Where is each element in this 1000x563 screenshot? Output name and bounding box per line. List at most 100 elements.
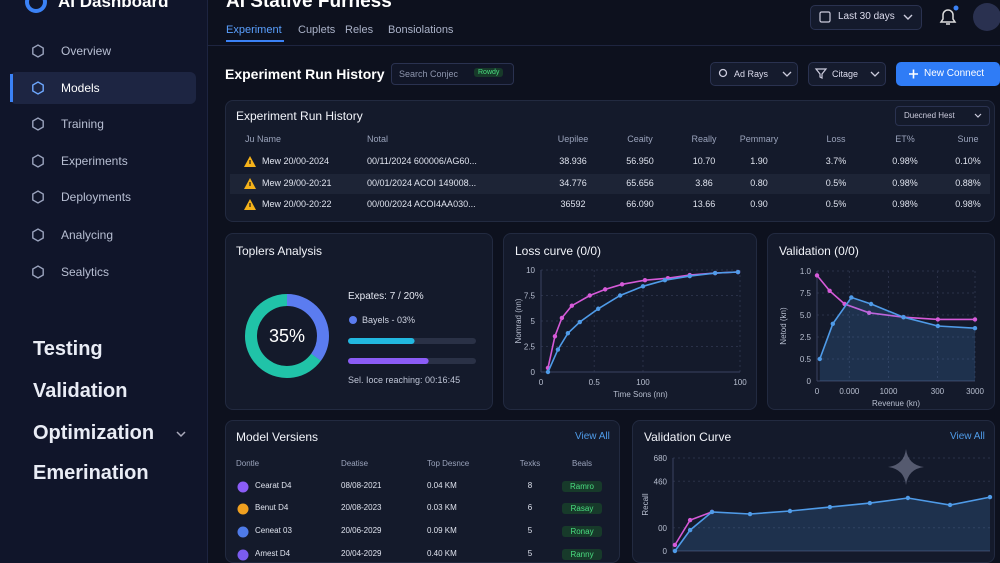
card-title: Loss curve (0/0) bbox=[515, 244, 602, 258]
table-cell: 00/00/2024 ACOI4AA030... bbox=[367, 199, 476, 209]
table-cell: 6 bbox=[527, 503, 533, 512]
nav-section[interactable]: Optimization bbox=[33, 422, 155, 444]
table-cell: 0.09 KM bbox=[427, 526, 457, 535]
status-badge: Ranny bbox=[562, 549, 602, 560]
nav-section[interactable]: Testing bbox=[33, 338, 103, 360]
table-cell: 1.90 bbox=[750, 156, 768, 166]
table-cell: 0.98% bbox=[955, 199, 981, 209]
table-cell: 38.936 bbox=[559, 156, 587, 166]
table-cell: 0.40 KM bbox=[427, 549, 457, 558]
tab-underline bbox=[226, 40, 284, 42]
primary-button-text: New Connect bbox=[924, 68, 985, 79]
table-cell: 3.86 bbox=[695, 178, 713, 188]
nav-item[interactable]: Overview bbox=[61, 44, 112, 58]
table-cell: 5 bbox=[527, 526, 533, 535]
table-cell: 34.776 bbox=[559, 178, 587, 188]
table-cell: 0.90 bbox=[750, 199, 768, 209]
nav-item[interactable]: Sealytics bbox=[61, 265, 110, 279]
tab[interactable]: Reles bbox=[345, 24, 374, 36]
sort-box[interactable] bbox=[895, 106, 990, 126]
loss-card bbox=[503, 233, 757, 410]
search-text: Search Conjec bbox=[399, 69, 459, 79]
column-header: Ceaity bbox=[627, 134, 653, 144]
nav-item[interactable]: Analycing bbox=[61, 228, 114, 242]
table-cell: 10.70 bbox=[692, 156, 716, 166]
column-header: Really bbox=[691, 134, 717, 144]
sort-text: Duecned Hest bbox=[904, 111, 955, 120]
tab[interactable]: Experiment bbox=[226, 24, 282, 36]
column-header: Uepilee bbox=[557, 134, 589, 144]
table-cell: Mew 20/00-2024 bbox=[262, 156, 330, 166]
column-header: Texks bbox=[519, 459, 541, 468]
table-cell: 0.5% bbox=[825, 178, 847, 188]
card-title: Experiment Run History bbox=[236, 109, 363, 123]
table-cell: 20/06-2029 bbox=[341, 526, 382, 535]
card-title: Model Versiens bbox=[236, 430, 319, 444]
validation-card bbox=[767, 233, 995, 410]
note: Sel. Ioce reaching: 00:16:45 bbox=[348, 375, 461, 385]
status-badge: Rasay bbox=[562, 503, 602, 514]
summary: Expates: 7 / 20% bbox=[348, 291, 424, 302]
filter-text: Citage bbox=[832, 69, 859, 79]
table-cell: 8 bbox=[527, 481, 533, 490]
table-cell: 20/04-2029 bbox=[341, 549, 382, 558]
nav-item[interactable]: Deployments bbox=[61, 190, 132, 204]
badge: Rowdy bbox=[474, 68, 504, 77]
card-title: Validation (0/0) bbox=[779, 244, 859, 258]
link[interactable]: View All bbox=[950, 431, 985, 442]
column-header: Loss bbox=[826, 134, 846, 144]
nav-section[interactable]: Emerination bbox=[33, 462, 149, 484]
table-cell: Mew 29/00-20:21 bbox=[262, 178, 332, 188]
card-title: Toplers Analysis bbox=[236, 244, 323, 258]
runs-card bbox=[225, 100, 995, 222]
brand: AI Dashboard bbox=[58, 0, 169, 11]
nav-item[interactable]: Training bbox=[61, 117, 104, 131]
table-cell: 65.656 bbox=[626, 178, 654, 188]
table-cell: Mew 20/00-20:22 bbox=[262, 199, 332, 209]
legend-text: Bayels - 03% bbox=[362, 315, 416, 325]
link[interactable]: View All bbox=[575, 431, 610, 442]
nav-active-bar bbox=[10, 74, 13, 102]
column-header: Top Desnce bbox=[427, 459, 470, 468]
avatar-text: AG bbox=[977, 11, 993, 23]
column-header: Notal bbox=[367, 134, 389, 144]
table-cell: 0.10% bbox=[955, 156, 981, 166]
table-cell: 0.98% bbox=[892, 178, 918, 188]
table-cell: 0.03 KM bbox=[427, 503, 457, 512]
table-cell: 36592 bbox=[560, 199, 586, 209]
page-title: AI Stative Furness bbox=[226, 0, 392, 12]
table-cell: 20/08-2023 bbox=[341, 503, 382, 512]
nav-item[interactable]: Experiments bbox=[61, 154, 128, 168]
row-highlight bbox=[230, 174, 990, 194]
section-title: Experiment Run History bbox=[225, 66, 385, 82]
table-cell: 00/01/2024 ACOI 149008... bbox=[367, 178, 477, 188]
nav-item[interactable]: Models bbox=[61, 81, 100, 95]
column-header: Beals bbox=[571, 459, 592, 468]
column-header: Deatise bbox=[341, 459, 369, 468]
status-badge: Ramro bbox=[562, 481, 602, 492]
date-text: Last 30 days bbox=[838, 11, 895, 22]
divider bbox=[207, 45, 1000, 46]
column-header: Ju Name bbox=[245, 134, 282, 144]
table-cell: 0.80 bbox=[750, 178, 768, 188]
tab[interactable]: Cuplets bbox=[298, 24, 336, 36]
table-cell: 0.98% bbox=[892, 156, 918, 166]
column-header: ET% bbox=[895, 134, 915, 144]
column-header: Dontle bbox=[236, 459, 260, 468]
table-cell: Ceneat 03 bbox=[255, 526, 292, 535]
column-header: Pemmary bbox=[739, 134, 779, 144]
table-cell: Amest D4 bbox=[255, 549, 291, 558]
table-cell: 13.66 bbox=[692, 199, 716, 209]
tab[interactable]: Bonsiolations bbox=[388, 24, 454, 36]
table-cell: 08/08-2021 bbox=[341, 481, 382, 490]
table-cell: 00/11/2024 600006/AG60... bbox=[367, 156, 477, 166]
table-cell: 0.88% bbox=[955, 178, 981, 188]
table-cell: 5 bbox=[527, 549, 533, 558]
filter-text: Ad Rays bbox=[734, 69, 769, 79]
table-cell: 3.7% bbox=[825, 156, 847, 166]
status-badge: Ronay bbox=[562, 526, 602, 537]
nav-section[interactable]: Validation bbox=[33, 380, 128, 402]
card-title: Validation Curve bbox=[644, 430, 732, 444]
column-header: Sune bbox=[957, 134, 979, 144]
